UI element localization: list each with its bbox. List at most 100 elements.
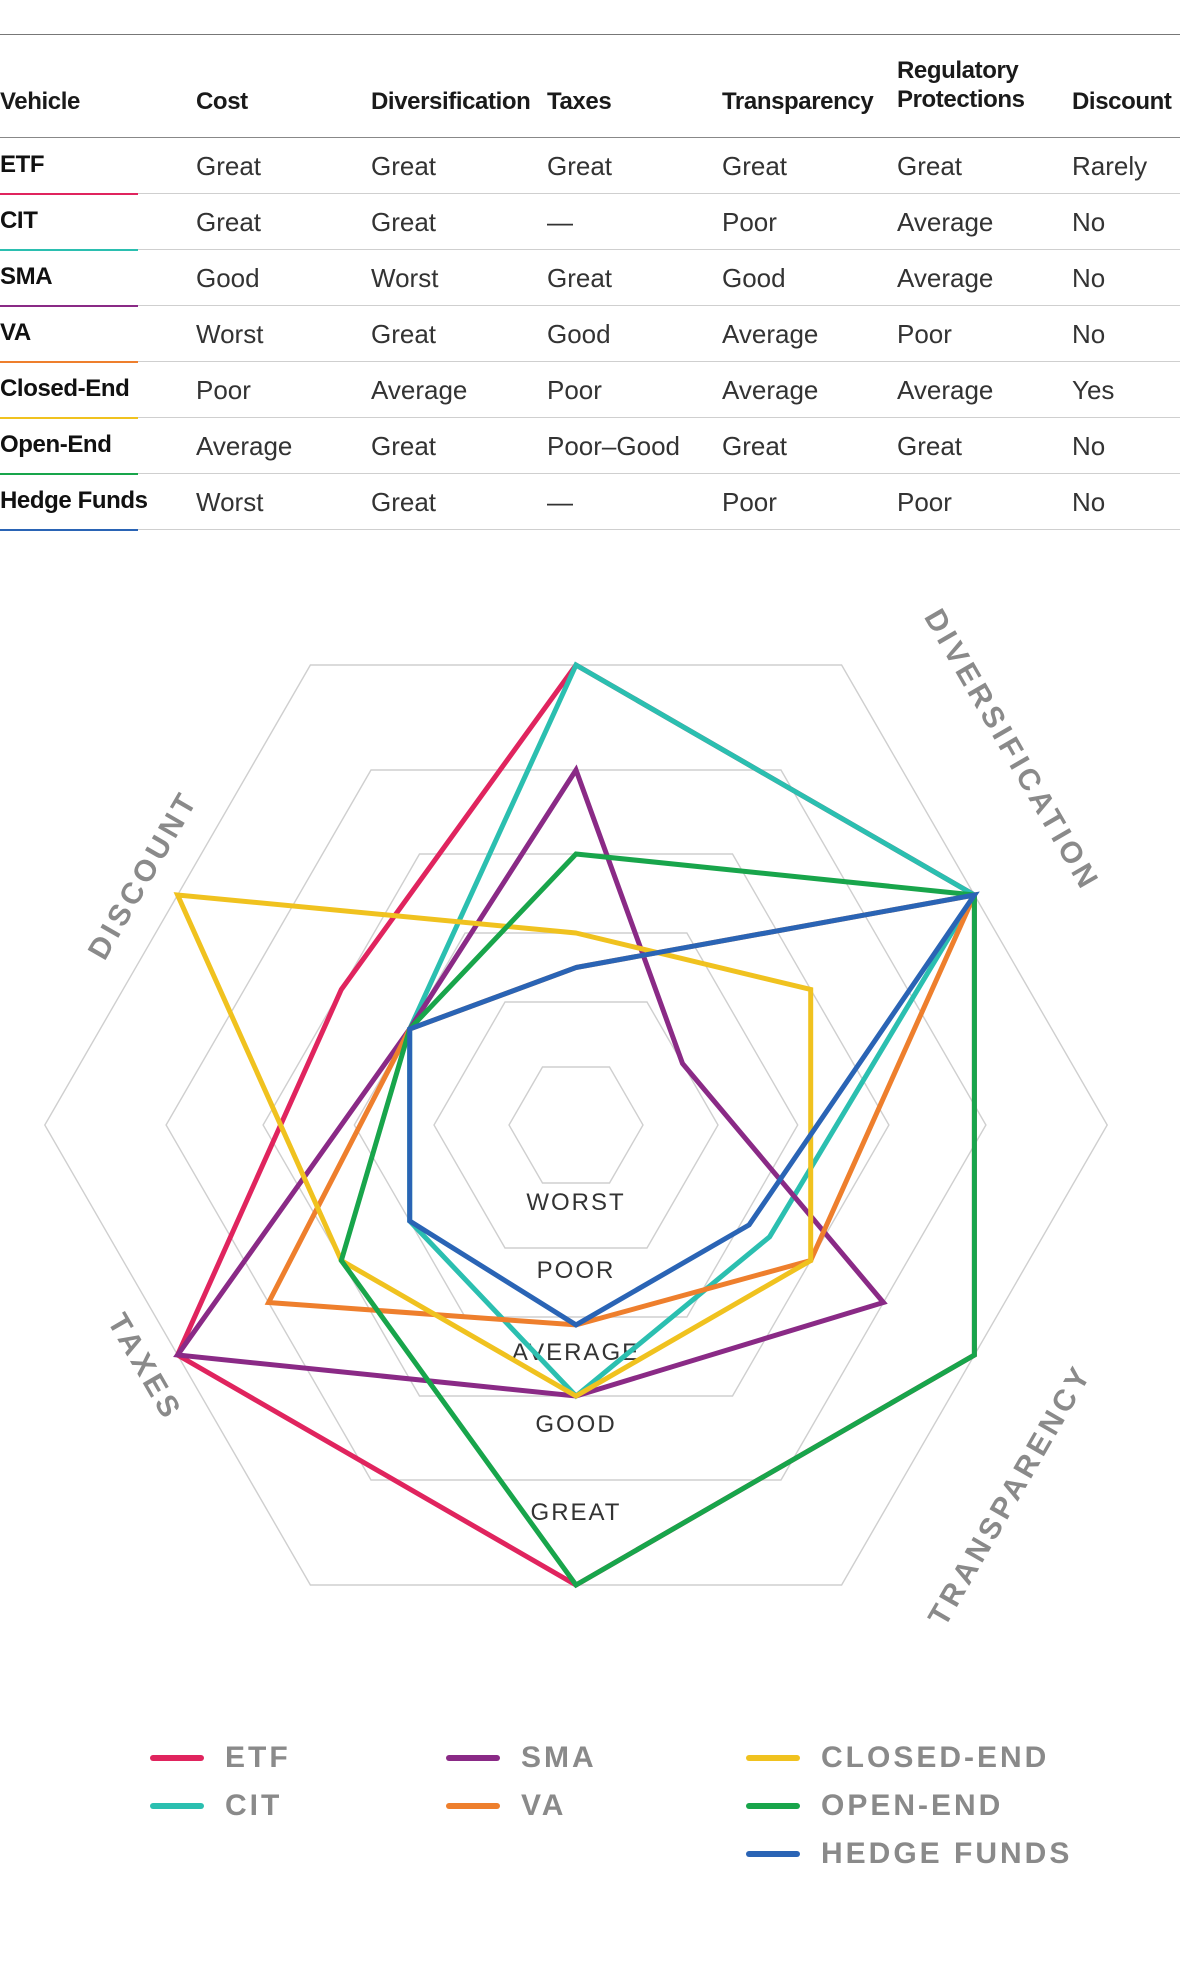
table-cell: Worst	[196, 487, 264, 517]
legend-swatch	[150, 1803, 204, 1809]
table-cell: No	[1072, 431, 1106, 461]
table-cell: Rarely	[1072, 151, 1148, 181]
vehicle-name-cell: Hedge Funds	[0, 487, 148, 514]
table-cell: Great	[371, 487, 437, 517]
table-cell: Poor	[722, 207, 777, 237]
header-discount: Discount	[1072, 88, 1172, 115]
vehicle-name-cell: Open-End	[0, 431, 112, 458]
legend-label: HEDGE FUNDS	[821, 1837, 1073, 1870]
table-cell: Good	[722, 263, 786, 293]
table-cell: Great	[371, 151, 437, 181]
table-cell: Great	[547, 263, 613, 293]
table-cell: —	[547, 487, 573, 517]
header-taxes: Taxes	[547, 88, 612, 115]
table-cell: Good	[196, 263, 260, 293]
table-cell: Average	[722, 319, 819, 349]
legend-label: CIT	[225, 1789, 283, 1822]
table-row: Open-End Average Great Poor–Good Great Great N…	[0, 418, 1180, 475]
radar-level-label: GREAT	[531, 1499, 622, 1526]
table-row: ETF Great Great Great Great Great Rarely	[0, 138, 1180, 195]
table-cell: Poor	[547, 375, 602, 405]
vehicle-name-cell: SMA	[0, 263, 53, 290]
header-diversification: Diversification	[371, 88, 531, 115]
legend-swatch	[446, 1755, 500, 1761]
vehicle-color-swatch	[0, 249, 138, 251]
table-cell: Average	[371, 375, 468, 405]
radar-grid	[43, 664, 1109, 1586]
header-transparency: Transparency	[722, 88, 874, 115]
table-cell: Poor	[897, 487, 952, 517]
table-cell: Great	[897, 431, 963, 461]
radar-series-line	[174, 661, 977, 1588]
radar-series-line	[407, 891, 980, 1328]
table-cell: Worst	[196, 319, 264, 349]
table-row: SMA Good Worst Great Good Average No	[0, 250, 1180, 307]
table-cell: Average	[196, 431, 293, 461]
vehicle-color-swatch	[0, 529, 138, 531]
table-row: Hedge Funds Worst Great — Poor Poor No	[0, 474, 1180, 531]
table-cell: Great	[547, 151, 613, 181]
legend-label: OPEN-END	[821, 1789, 1004, 1822]
table-cell: No	[1072, 319, 1106, 349]
vehicle-color-swatch	[0, 417, 138, 419]
table-row: Closed-End Poor Average Poor Average Average Y…	[0, 362, 1180, 419]
radar-series-group	[173, 661, 980, 1589]
header-vehicle: Vehicle	[0, 88, 80, 115]
radar-level-label: GOOD	[535, 1411, 616, 1438]
vehicle-color-swatch	[0, 361, 138, 363]
table-cell: Average	[897, 207, 994, 237]
table-cell: Average	[897, 263, 994, 293]
table-cell: Great	[371, 319, 437, 349]
vehicle-name-cell: Closed-End	[0, 375, 130, 402]
legend-swatch	[746, 1851, 800, 1857]
radar-axis-label: TAXES	[101, 1308, 188, 1427]
table-cell: No	[1072, 487, 1106, 517]
radar-axis-label: DIVERSIFICATION	[917, 604, 1105, 897]
table-cell: No	[1072, 263, 1106, 293]
radar-chart: WORSTPOORAVERAGEGOODGREATCOSTDIVERSIFICA…	[43, 604, 1109, 1632]
header-regulatory-protections: Regulatory Protections	[897, 57, 1025, 113]
radar-level-label: WORST	[526, 1189, 625, 1216]
radar-level-label: POOR	[537, 1257, 616, 1284]
table-cell: Poor	[196, 375, 251, 405]
radar-axis-label: DISCOUNT	[82, 785, 205, 965]
legend-label: CLOSED-END	[821, 1741, 1050, 1774]
vehicle-color-swatch	[0, 193, 138, 195]
radar-ring	[165, 769, 987, 1481]
table-cell: Great	[196, 151, 262, 181]
legend-label: SMA	[521, 1741, 597, 1774]
table-row: CIT Great Great — Poor Average No	[0, 194, 1180, 251]
table-cell: Great	[722, 151, 788, 181]
vehicle-color-swatch	[0, 305, 138, 307]
table-cell: Average	[722, 375, 819, 405]
legend-label: VA	[521, 1789, 567, 1822]
table-cell: No	[1072, 207, 1106, 237]
table-header-row: Vehicle Cost Diversification Taxes Trans…	[0, 34, 1180, 138]
table-top-rule	[0, 34, 1180, 35]
table-cell: Great	[897, 151, 963, 181]
legend-swatch	[446, 1803, 500, 1809]
radar-ring	[433, 1001, 719, 1249]
table-cell: Poor	[897, 319, 952, 349]
table-cell: Poor	[722, 487, 777, 517]
table-cell: Great	[371, 207, 437, 237]
table-cell: Poor–Good	[547, 431, 680, 461]
radar-series-line	[173, 892, 814, 1399]
radar-ring	[508, 1066, 644, 1184]
legend-label: ETF	[225, 1741, 291, 1774]
table-cell: —	[547, 207, 573, 237]
legend-swatch	[150, 1755, 204, 1761]
vehicle-name-cell: VA	[0, 319, 31, 346]
radar-ring	[262, 853, 890, 1397]
vehicle-color-swatch	[0, 473, 138, 475]
table-cell: Average	[897, 375, 994, 405]
legend-swatch	[746, 1803, 800, 1809]
table-cell: Worst	[371, 263, 439, 293]
header-cost: Cost	[196, 88, 248, 115]
radar-series-line	[338, 851, 977, 1589]
table-cell: Good	[547, 319, 611, 349]
table-cell: Great	[371, 431, 437, 461]
table-cell: Great	[722, 431, 788, 461]
chart-legend: ETF CIT SMA VA CLOSED-END OPEN-END HEDGE FUNDS	[0, 1740, 1184, 1900]
